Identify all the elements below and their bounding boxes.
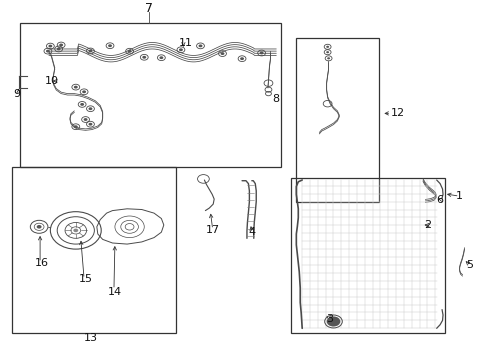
Text: 16: 16 <box>35 258 48 268</box>
Circle shape <box>73 229 78 232</box>
Circle shape <box>37 225 41 229</box>
Circle shape <box>325 46 328 48</box>
Text: 3: 3 <box>326 314 333 324</box>
Circle shape <box>83 118 87 121</box>
Circle shape <box>179 48 183 51</box>
Circle shape <box>46 50 50 53</box>
Circle shape <box>142 56 146 59</box>
Text: 9: 9 <box>14 89 20 99</box>
Text: 17: 17 <box>205 225 219 235</box>
Circle shape <box>325 51 328 53</box>
Circle shape <box>220 52 224 55</box>
Circle shape <box>88 123 92 126</box>
Text: 10: 10 <box>44 76 58 86</box>
Circle shape <box>198 44 202 47</box>
Text: 8: 8 <box>272 94 279 104</box>
Circle shape <box>57 48 61 50</box>
Circle shape <box>74 86 78 89</box>
Text: 12: 12 <box>390 108 405 118</box>
Circle shape <box>88 107 92 110</box>
Circle shape <box>326 57 329 59</box>
Circle shape <box>74 125 78 128</box>
Text: 6: 6 <box>436 195 443 205</box>
Text: 1: 1 <box>455 191 462 201</box>
Text: 15: 15 <box>79 274 92 284</box>
Circle shape <box>48 45 52 48</box>
Circle shape <box>80 103 84 106</box>
Circle shape <box>259 51 263 54</box>
Circle shape <box>59 44 63 46</box>
Text: 5: 5 <box>465 260 472 270</box>
Circle shape <box>326 316 340 327</box>
Circle shape <box>240 57 244 60</box>
Circle shape <box>82 90 86 93</box>
Circle shape <box>108 44 112 47</box>
Circle shape <box>159 56 163 59</box>
Text: 4: 4 <box>248 227 255 237</box>
Text: 7: 7 <box>145 3 153 15</box>
Text: 14: 14 <box>108 287 122 297</box>
Text: 11: 11 <box>179 38 192 48</box>
Text: 13: 13 <box>83 333 97 343</box>
Text: 2: 2 <box>424 220 430 230</box>
Circle shape <box>127 50 131 53</box>
Circle shape <box>88 50 92 53</box>
